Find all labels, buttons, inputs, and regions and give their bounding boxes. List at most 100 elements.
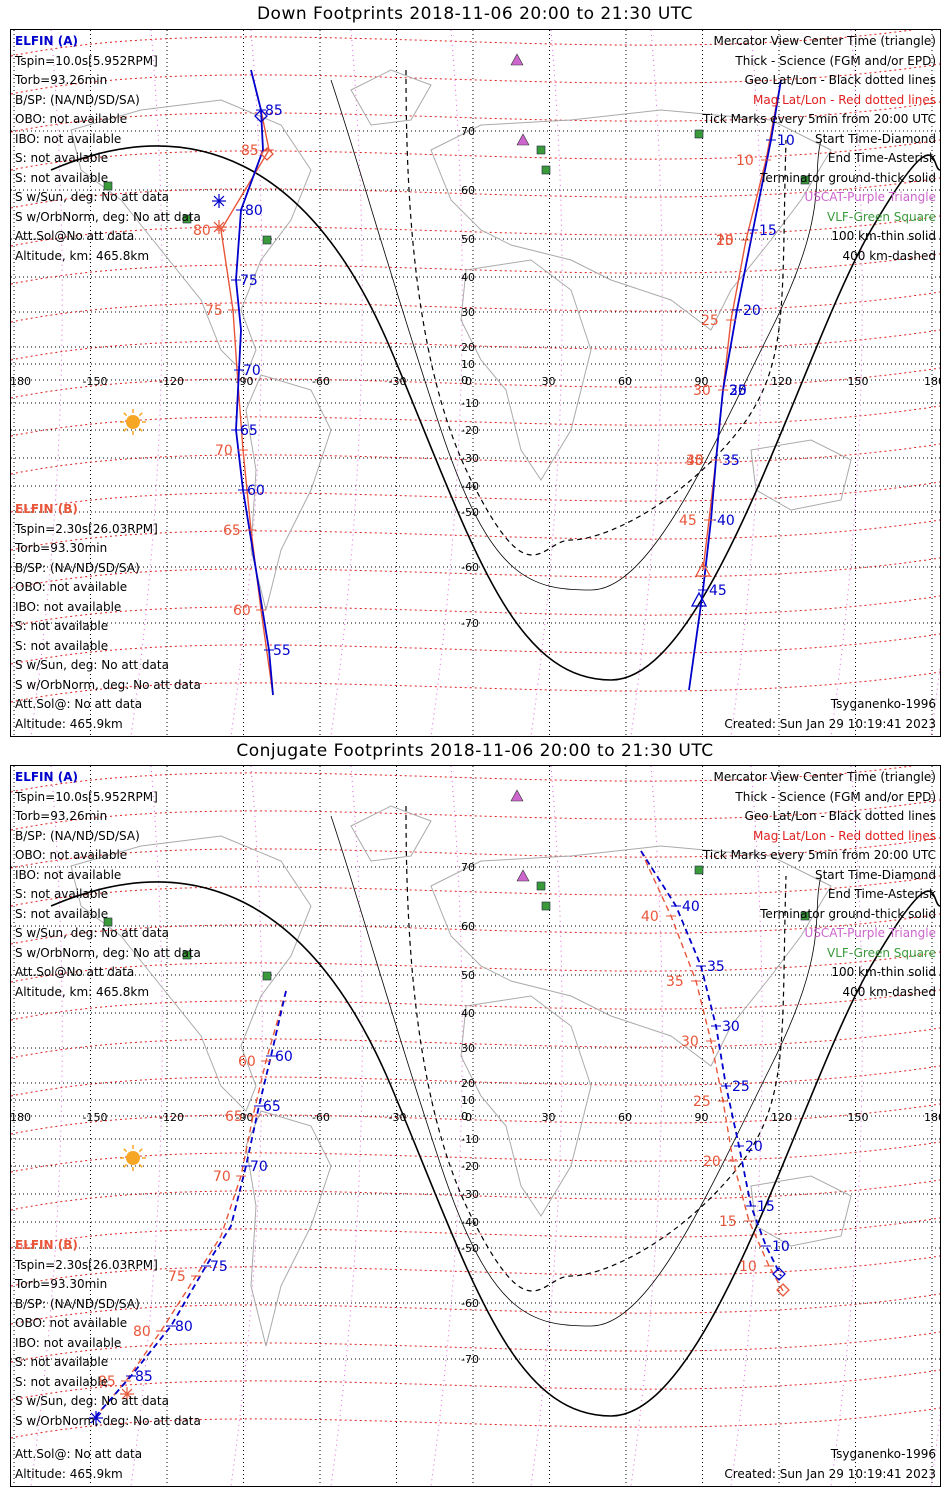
- info-line: IBO: not available: [15, 867, 122, 882]
- mag-meridian: [130, 766, 163, 1486]
- continent-outline: [70, 99, 312, 376]
- elfin-b-time-label: 45: [679, 513, 697, 529]
- uscat-triangle-icon: [510, 789, 524, 802]
- end-asterisk-icon: [90, 1412, 102, 1424]
- vlf-square-icon: [536, 145, 546, 155]
- info-line: S: not available: [15, 638, 109, 653]
- elfin-b-time-label: 35: [686, 453, 704, 469]
- vlf-square-icon: [800, 911, 810, 921]
- mag-parallel: [11, 1331, 940, 1363]
- elfin-b-time-label: 75: [168, 1269, 186, 1285]
- mag-parallel: [11, 30, 916, 57]
- att-sol-text: Att.Sol@: No att data: [15, 697, 143, 711]
- lat-label: 50: [461, 969, 475, 982]
- legend-item: 400 km-dashed: [842, 248, 936, 263]
- map-panel-conjugate: -180-150-120-90-60-300306090120150180706…: [10, 765, 941, 1487]
- panel-title-down: Down Footprints 2018-11-06 20:00 to 21:3…: [256, 4, 694, 24]
- info-line: S: not available: [15, 1374, 109, 1389]
- map-canvas-conjugate: -180-150-120-90-60-300306090120150180706…: [11, 766, 940, 1486]
- shell-100km-line: [330, 815, 822, 1327]
- lat-label: 60: [461, 920, 475, 933]
- start-diamond-icon: [772, 1267, 786, 1281]
- legend-item: USCAT-Purple Triangle: [804, 926, 936, 940]
- shell-400km-line: [405, 805, 787, 1292]
- uscat-triangle-icon: [510, 53, 524, 66]
- elfin-a-time-label: 40: [682, 899, 700, 915]
- elfin-b-time-label: 35: [666, 974, 684, 990]
- legend-item: Tick Marks every 5min from 20:00 UTC: [702, 112, 936, 126]
- info-line: Torb=93.30min: [15, 541, 108, 555]
- elfin-a-time-label: 65: [263, 1099, 281, 1115]
- lat-label: -60: [461, 561, 479, 574]
- lon-label: 0: [465, 1111, 472, 1124]
- continent-outline: [70, 835, 312, 1112]
- mag-parallel: [11, 519, 940, 551]
- legend-item: Start Time-Diamond: [814, 131, 936, 146]
- panel-title-conjugate: Conjugate Footprints 2018-11-06 20:00 to…: [236, 741, 714, 761]
- info-line: IBO: not available: [15, 599, 122, 614]
- vlf-square-icon: [541, 165, 551, 175]
- elfin-b-time-label: 20: [703, 1154, 721, 1170]
- lat-label: -50: [461, 1242, 479, 1255]
- satellite-header: ELFIN (B): [15, 1238, 78, 1252]
- map-legend: Mercator View Center Time (triangle) Thic…: [703, 32, 936, 266]
- lon-label: -120: [159, 1111, 184, 1124]
- elfin-a-time-label: 10: [772, 1239, 790, 1255]
- mag-parallel: [11, 329, 940, 361]
- elfin-a-time-label: 45: [709, 583, 727, 599]
- bottom-right-info: Tsyganenko-1996 Created: Sun Jan 29 10:1…: [724, 1445, 936, 1484]
- map-canvas-down: -180-150-120-90-60-300306090120150180706…: [11, 30, 940, 736]
- legend-item: VLF-Green Square: [827, 945, 936, 960]
- info-line: Tspin=10.0s[5.952RPM]: [15, 789, 158, 804]
- map-legend: Mercator View Center Time (triangle) Thic…: [703, 768, 936, 1002]
- lat-label: 10: [461, 1094, 475, 1107]
- elfin-b-time-label: 15: [719, 1214, 737, 1230]
- lon-label: -60: [312, 375, 330, 388]
- info-line: S w/Sun, deg: No att data: [15, 1394, 169, 1408]
- vlf-square-icon: [262, 235, 272, 245]
- legend-item: Terminator ground-thick solid: [760, 170, 936, 185]
- mag-parallel: [11, 1255, 940, 1287]
- vlf-square-icon: [694, 129, 704, 139]
- lon-label: -60: [312, 1111, 330, 1124]
- elfin-a-west-track: [235, 69, 274, 696]
- elfin-b-time-label: 10: [739, 1259, 757, 1275]
- lat-label: 10: [461, 358, 475, 371]
- legend-item: Tick Marks every 5min from 20:00 UTC: [702, 848, 936, 862]
- mag-parallel: [11, 139, 940, 171]
- mag-parallel: [11, 633, 940, 665]
- elfin-a-time-label: 30: [729, 383, 747, 399]
- legend-item: 100 km-thin solid: [831, 229, 936, 243]
- lat-label: 70: [461, 125, 475, 138]
- elfin-a-time-label: 85: [135, 1369, 153, 1385]
- uscat-triangle-icon: [516, 869, 530, 882]
- elfin-a-info: ELFIN (A) Tspin=10.0s[5.952RPM] Torb=93.26…: [15, 32, 201, 266]
- mag-meridian: [530, 766, 563, 1486]
- mag-parallel: [11, 1293, 940, 1325]
- mag-parallel: [11, 799, 940, 831]
- elfin-a-time-label: 60: [247, 483, 265, 499]
- mag-meridian: [430, 30, 463, 736]
- lat-label: -30: [461, 1188, 479, 1201]
- elfin-b-time-label: 30: [693, 383, 711, 399]
- info-line: S w/Sun, deg: No att data: [15, 658, 169, 672]
- elfin-b-time-label: 65: [225, 1109, 243, 1125]
- lat-label: 0: [461, 374, 468, 387]
- lon-label: 120: [771, 375, 792, 388]
- info-line: S w/Sun, deg: No att data: [15, 190, 169, 204]
- elfin-a-time-label: 85: [265, 103, 283, 119]
- legend-item: Mag Lat/Lon - Red dotted lines: [752, 828, 936, 843]
- info-line: S: not available: [15, 170, 109, 185]
- mag-parallel: [11, 1065, 940, 1097]
- continent-outline: [350, 805, 432, 862]
- mag-parallel: [11, 1027, 940, 1059]
- mag-parallel: [11, 913, 940, 945]
- mag-parallel: [11, 1103, 940, 1135]
- continent-outline: [460, 995, 592, 1217]
- lat-label: -20: [461, 1160, 479, 1173]
- legend-item: Mercator View Center Time (triangle): [713, 34, 936, 48]
- info-line: IBO: not available: [15, 1335, 122, 1350]
- legend-item: Geo Lat/Lon - Black dotted lines: [744, 809, 936, 823]
- lon-label: 150: [848, 375, 869, 388]
- mag-meridian: [30, 766, 63, 1486]
